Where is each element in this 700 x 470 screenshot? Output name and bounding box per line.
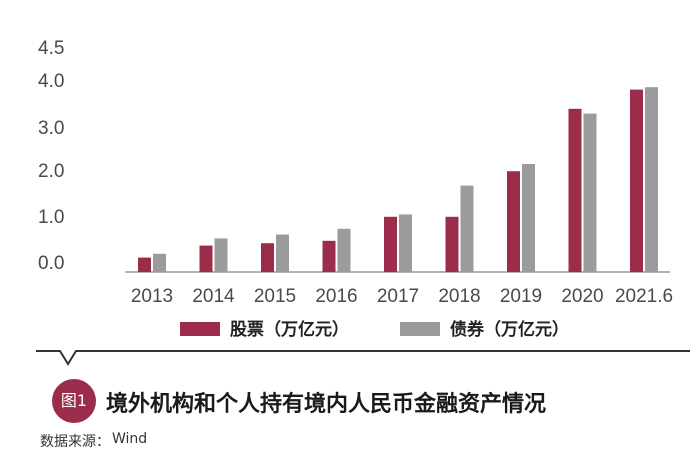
bar-stocks-2018 <box>445 216 459 272</box>
y-tick-label: 4.0 <box>38 71 64 92</box>
bar-bonds-2020 <box>583 113 597 272</box>
bar-bonds-2015 <box>276 234 289 272</box>
x-tick-label: 2018 <box>438 286 480 307</box>
bar-series <box>138 87 658 272</box>
x-tick-label: 2016 <box>315 286 357 307</box>
bar-stocks-2020 <box>568 108 582 272</box>
figure-number-badge: 图1 <box>52 379 96 423</box>
bar-bonds-2013 <box>153 253 166 272</box>
bar-stocks-2013 <box>138 257 151 272</box>
data-source: Wind <box>112 431 148 447</box>
bar-bonds-2019 <box>522 164 535 272</box>
legend-label-stocks: 股票（万亿元） <box>230 319 349 340</box>
bar-stocks-2021.6 <box>630 89 643 272</box>
x-tick-label: 2014 <box>192 286 235 307</box>
bar-stocks-2014 <box>199 245 213 272</box>
legend-swatch-stocks <box>180 322 220 336</box>
x-tick-label: 2020 <box>561 286 603 307</box>
source-prefix: 数据来源： <box>40 434 110 450</box>
bar-stocks-2019 <box>507 171 520 272</box>
y-tick-label: 1.0 <box>38 207 64 228</box>
bar-bonds-2018 <box>460 185 474 272</box>
x-tick-label: 2021.6 <box>615 286 673 307</box>
legend: 股票（万亿元） 债券（万亿元） <box>180 319 569 340</box>
x-tick-label: 2019 <box>500 286 542 307</box>
x-tick-label: 2017 <box>377 286 419 307</box>
bar-chart: 0.01.02.03.04.04.5 2013 2014 2015 2016 2017 2… <box>36 38 690 366</box>
bar-bonds-2016 <box>337 228 351 272</box>
bar-bonds-2014 <box>214 238 228 272</box>
y-tick-label: 4.5 <box>38 38 64 59</box>
y-tick-label: 0.0 <box>38 253 64 274</box>
y-tick-label: 2.0 <box>38 161 64 182</box>
bar-bonds-2021.6 <box>645 87 658 272</box>
bar-stocks-2015 <box>261 243 274 272</box>
x-axis-ticks: 2013 2014 2015 2016 2017 2018 2019 2020 2021.6 <box>131 286 673 307</box>
bar-stocks-2017 <box>384 216 397 272</box>
legend-label-bonds: 债券（万亿元） <box>450 319 569 340</box>
bar-bonds-2017 <box>399 214 412 272</box>
legend-swatch-bonds <box>400 322 440 336</box>
caption-divider <box>36 350 690 366</box>
x-tick-label: 2013 <box>131 286 173 307</box>
y-tick-label: 3.0 <box>38 118 64 139</box>
y-axis-ticks: 0.0 1.0 2.0 3.0 4.0 4.5 <box>38 38 64 274</box>
x-tick-label: 2015 <box>254 286 296 307</box>
bar-stocks-2016 <box>322 240 336 272</box>
chart-title: 境外机构和个人持有境内人民币金融资产情况 <box>106 392 547 417</box>
